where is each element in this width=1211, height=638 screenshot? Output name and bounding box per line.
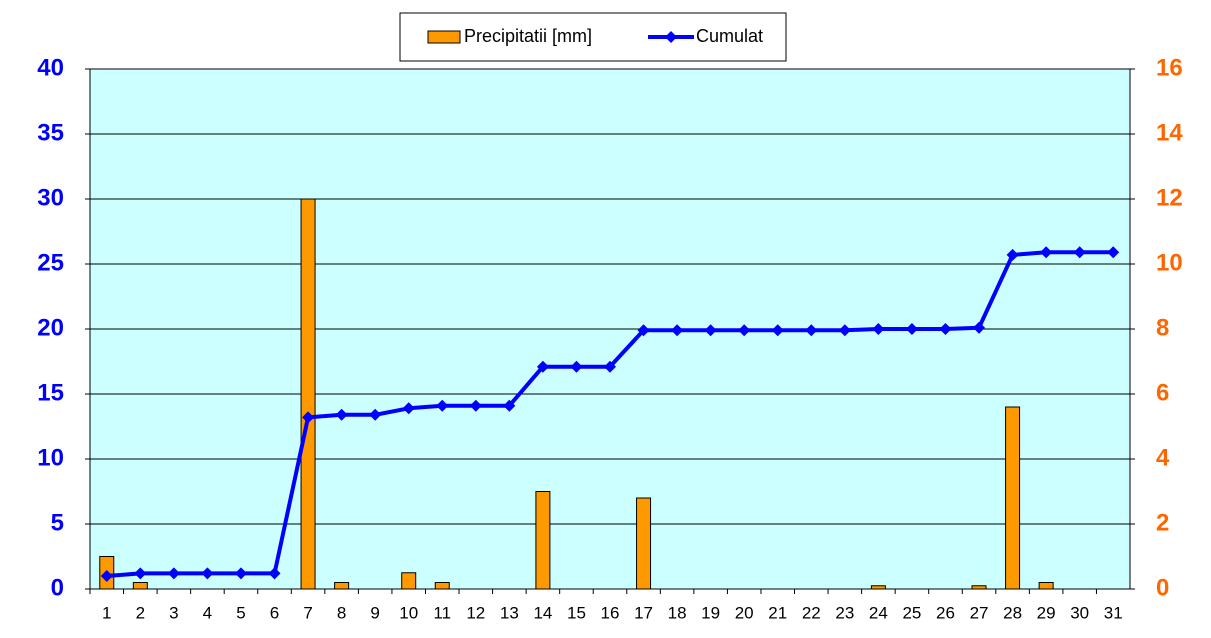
x-tick-label: 2 — [136, 603, 145, 622]
bar — [132, 582, 148, 590]
y-tick-label: 10 — [37, 444, 64, 471]
bar — [870, 585, 886, 590]
x-tick-label: 13 — [500, 603, 519, 622]
marker — [704, 324, 717, 337]
x-tick-label: 23 — [835, 603, 854, 622]
marker — [939, 323, 952, 335]
y2-tick-label: 6 — [1156, 379, 1169, 406]
bar — [636, 497, 652, 590]
legend-marker — [665, 31, 677, 43]
y-tick-label: 20 — [37, 314, 64, 341]
x-tick-label: 5 — [236, 603, 245, 622]
marker — [134, 567, 147, 580]
y2-tick-label: 2 — [1156, 509, 1169, 536]
marker — [738, 324, 751, 337]
y-tick-label: 30 — [37, 184, 64, 211]
x-tick-label: 21 — [768, 603, 787, 622]
x-tick-label: 11 — [433, 603, 451, 622]
legend-swatch — [427, 30, 461, 44]
y-tick-label: 0 — [51, 574, 64, 601]
marker — [1073, 246, 1086, 259]
x-tick-label: 12 — [466, 603, 485, 622]
marker — [469, 399, 482, 412]
x-tick-label: 9 — [370, 603, 379, 622]
x-tick-label: 29 — [1037, 603, 1056, 622]
marker — [570, 360, 583, 373]
x-tick-label: 6 — [270, 603, 279, 622]
x-tick-label: 10 — [399, 603, 418, 622]
legend — [399, 12, 787, 62]
x-tick-label: 16 — [601, 603, 620, 622]
x-tick-label: 27 — [970, 603, 989, 622]
marker — [838, 324, 851, 337]
x-tick-label: 14 — [533, 603, 552, 622]
marker — [268, 567, 281, 580]
x-tick-label: 18 — [668, 603, 687, 622]
marker — [805, 324, 818, 337]
x-tick-label: 20 — [735, 603, 754, 622]
y2-tick-label: 16 — [1156, 54, 1183, 81]
y2-tick-label: 12 — [1156, 184, 1183, 211]
y-tick-label: 35 — [37, 119, 64, 146]
marker — [436, 399, 449, 412]
marker — [1006, 248, 1019, 261]
legend-label: Cumulat — [696, 26, 763, 46]
bar — [1038, 582, 1054, 590]
bar — [971, 585, 987, 590]
marker — [536, 360, 549, 373]
x-tick-label: 25 — [902, 603, 921, 622]
marker — [604, 360, 616, 373]
marker — [201, 567, 214, 580]
marker — [369, 408, 382, 421]
marker — [1107, 246, 1120, 259]
x-tick-label: 31 — [1104, 603, 1123, 622]
marker — [872, 323, 885, 335]
x-tick-label: 19 — [701, 603, 720, 622]
bar — [535, 491, 551, 590]
y2-tick-label: 4 — [1156, 444, 1170, 471]
bar — [300, 198, 316, 590]
marker — [503, 399, 516, 412]
x-tick-label: 28 — [1003, 603, 1022, 622]
marker — [1040, 246, 1053, 259]
marker — [234, 567, 247, 580]
bar — [334, 582, 350, 590]
y-tick-label: 40 — [37, 54, 64, 81]
x-tick-label: 15 — [567, 603, 586, 622]
marker — [335, 408, 348, 421]
y-tick-label: 25 — [37, 249, 64, 276]
legend-label: Precipitatii [mm] — [464, 26, 592, 46]
marker — [973, 321, 986, 334]
y2-tick-label: 8 — [1156, 314, 1169, 341]
y2-tick-label: 0 — [1156, 574, 1169, 601]
x-tick-label: 4 — [203, 603, 212, 622]
marker — [637, 324, 650, 337]
x-tick-label: 24 — [869, 603, 888, 622]
x-tick-label: 1 — [102, 603, 111, 622]
marker — [100, 570, 113, 582]
x-tick-label: 26 — [936, 603, 955, 622]
x-tick-label: 8 — [337, 603, 346, 622]
y-tick-label: 15 — [37, 379, 64, 406]
bar — [434, 582, 450, 590]
bar — [1005, 406, 1021, 590]
y2-tick-label: 14 — [1156, 119, 1183, 146]
marker — [302, 411, 315, 424]
y2-tick-label: 10 — [1156, 249, 1183, 276]
x-tick-label: 17 — [634, 603, 653, 622]
x-tick-label: 30 — [1070, 603, 1089, 622]
marker — [771, 324, 784, 337]
marker — [402, 402, 415, 415]
bar — [401, 572, 417, 590]
x-tick-label: 7 — [303, 603, 312, 622]
y-tick-label: 5 — [51, 509, 64, 536]
x-tick-label: 22 — [802, 603, 821, 622]
marker — [671, 324, 684, 337]
x-tick-label: 3 — [169, 603, 178, 622]
marker — [905, 323, 918, 335]
marker — [167, 567, 180, 580]
